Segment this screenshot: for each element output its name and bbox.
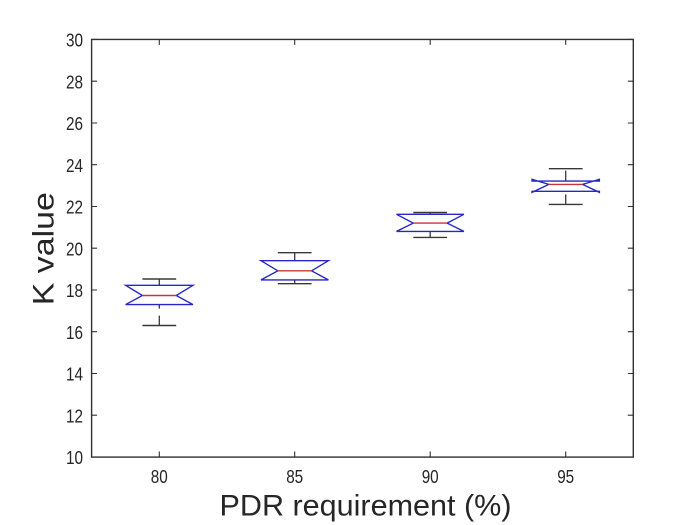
svg-text:12: 12 xyxy=(66,406,83,426)
svg-text:K value: K value xyxy=(28,192,61,305)
svg-text:26: 26 xyxy=(66,114,83,134)
svg-text:90: 90 xyxy=(422,467,439,487)
svg-text:10: 10 xyxy=(66,448,83,468)
svg-text:20: 20 xyxy=(66,239,83,259)
svg-text:85: 85 xyxy=(286,467,303,487)
svg-text:24: 24 xyxy=(66,156,83,176)
svg-text:18: 18 xyxy=(66,281,83,301)
svg-text:30: 30 xyxy=(66,31,83,51)
svg-text:16: 16 xyxy=(66,323,83,343)
svg-text:22: 22 xyxy=(66,198,83,218)
svg-text:PDR requirement (%): PDR requirement (%) xyxy=(220,489,512,522)
svg-text:95: 95 xyxy=(557,467,574,487)
svg-text:28: 28 xyxy=(66,72,83,92)
svg-text:14: 14 xyxy=(66,365,83,385)
svg-text:80: 80 xyxy=(151,467,168,487)
